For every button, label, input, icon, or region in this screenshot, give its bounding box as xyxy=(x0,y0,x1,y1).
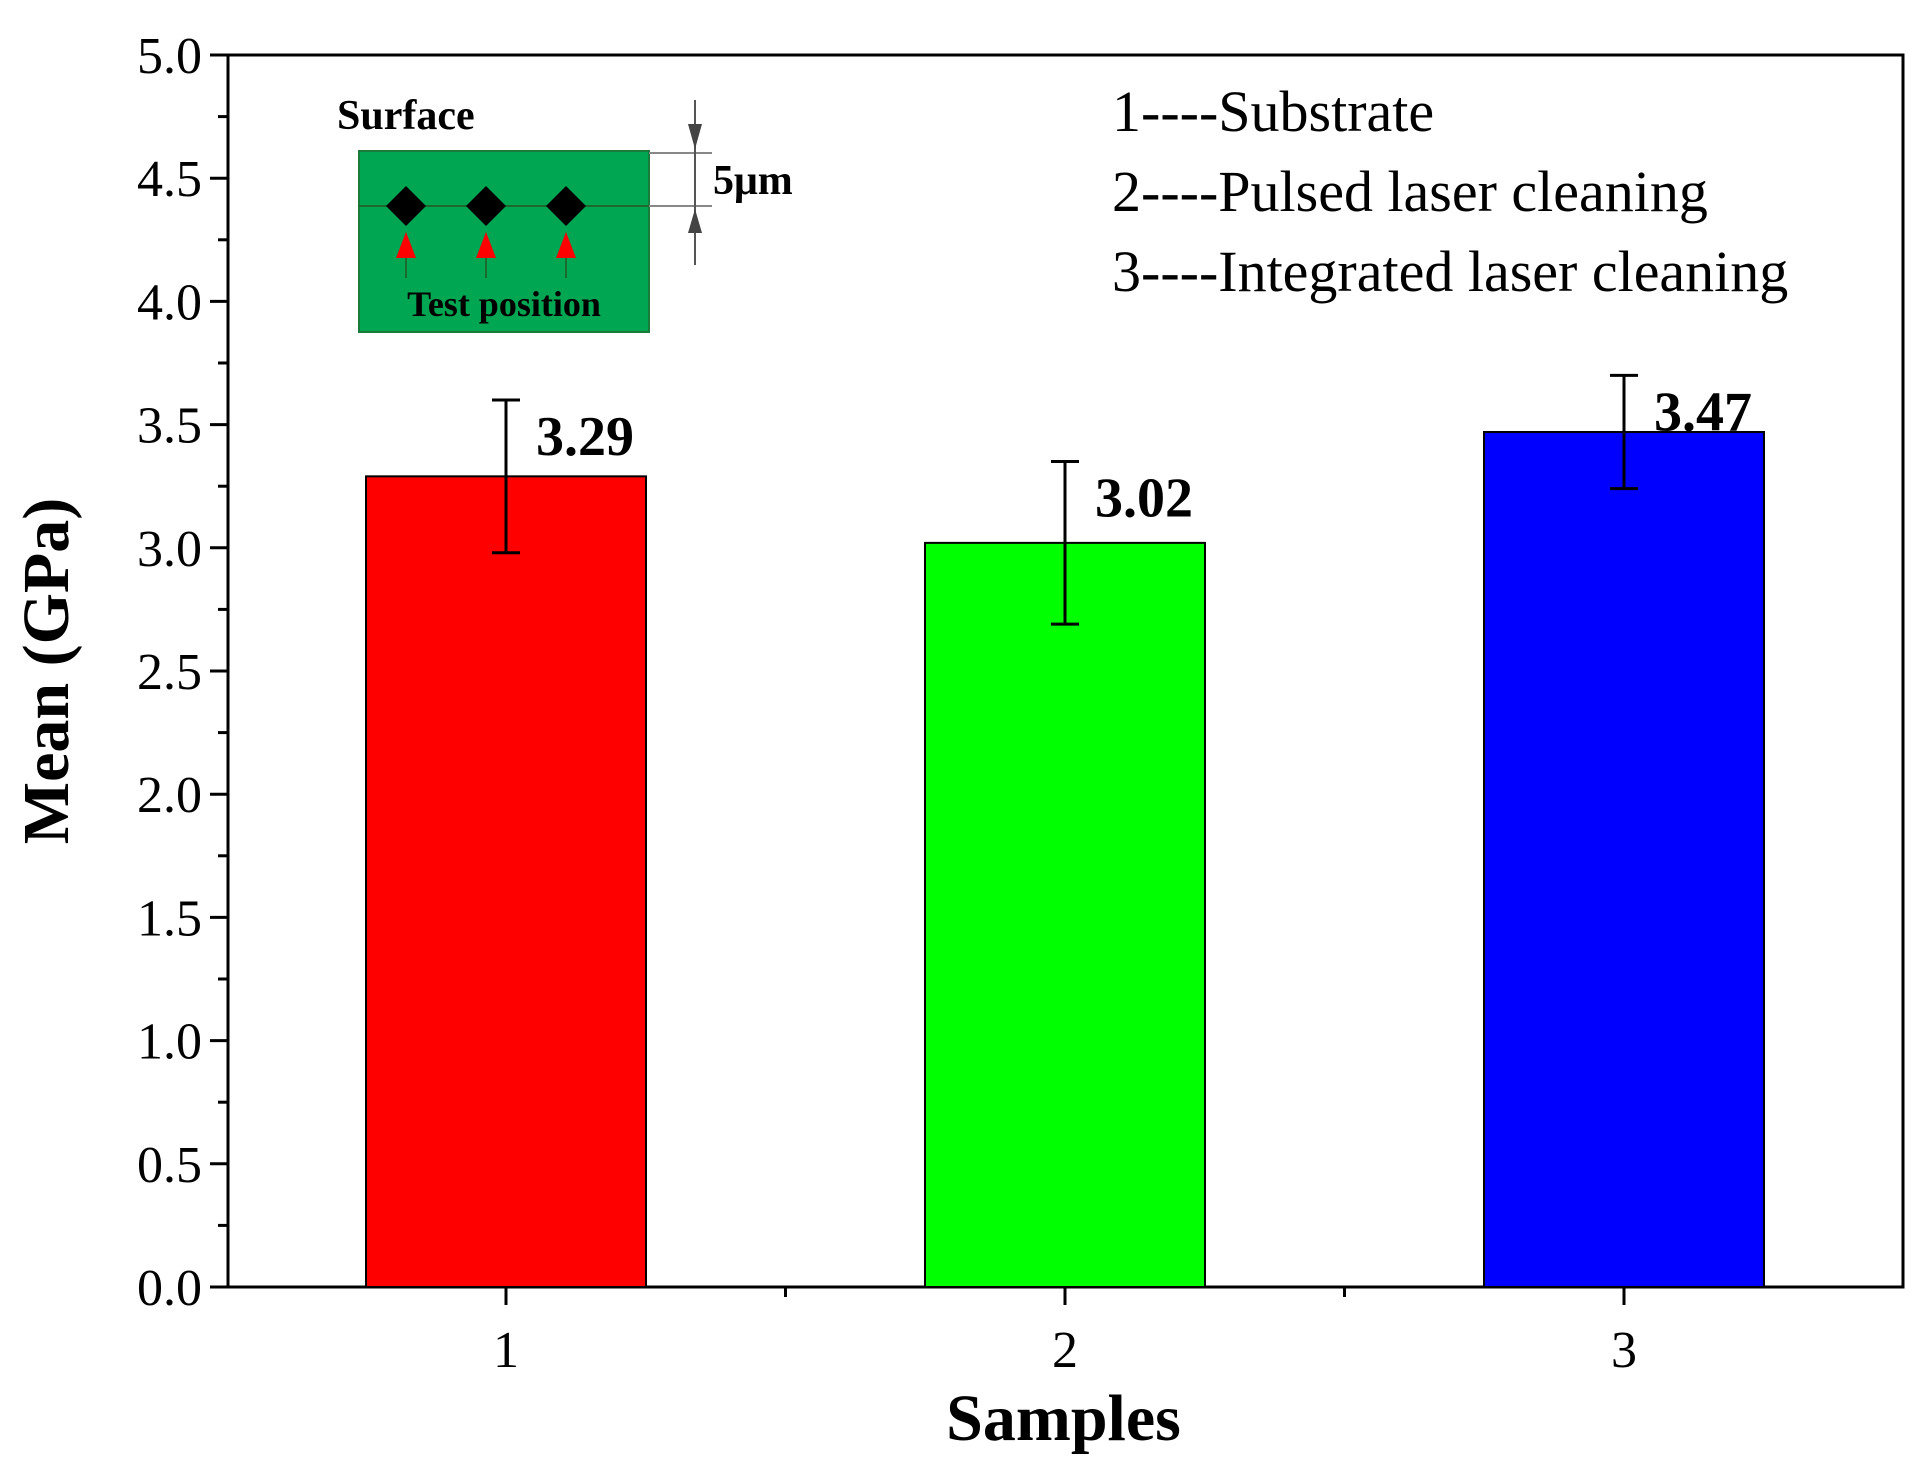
inset-test-position-label: Test position xyxy=(407,284,601,324)
test-point-marker-icon xyxy=(466,186,506,226)
data-label-sample-2: 3.02 xyxy=(1095,468,1193,530)
y-tick-label: 0.0 xyxy=(137,1260,202,1317)
legend-entry-1: 1----Substrate xyxy=(1112,79,1434,144)
x-tick-label: 1 xyxy=(493,1322,519,1379)
error-bars xyxy=(492,373,1638,626)
legend-entry-3: 3----Integrated laser cleaning xyxy=(1112,239,1788,304)
bar-sample-1 xyxy=(365,475,647,1288)
y-tick-label: 4.0 xyxy=(137,274,202,331)
x-axis-title: Samples xyxy=(946,1382,1181,1455)
y-axis-ticks xyxy=(210,53,228,1289)
dimension-arrow-down-icon xyxy=(688,124,702,149)
y-axis-title: Mean (GPa) xyxy=(10,498,83,844)
test-point-marker-icon xyxy=(386,186,426,226)
y-tick-label: 1.5 xyxy=(137,890,202,947)
bars xyxy=(365,430,1765,1288)
dimension-arrow-up-icon xyxy=(688,209,702,233)
y-tick-label: 0.5 xyxy=(137,1137,202,1194)
data-label-sample-1: 3.29 xyxy=(536,406,634,468)
y-tick-label: 3.0 xyxy=(137,521,202,578)
y-tick-label: 4.5 xyxy=(137,151,202,208)
data-label-sample-3: 3.47 xyxy=(1654,381,1752,443)
bar-sample-3 xyxy=(1483,430,1765,1288)
inset-surface-label: Surface xyxy=(337,93,475,139)
x-axis-ticks xyxy=(504,1287,1626,1305)
test-point-arrow-icon xyxy=(556,232,576,258)
x-axis-tick-labels: 1 2 3 xyxy=(493,1322,1637,1379)
y-tick-label: 2.0 xyxy=(137,767,202,824)
bar-sample-2 xyxy=(924,541,1206,1288)
y-tick-label: 2.5 xyxy=(137,644,202,701)
y-tick-label: 3.5 xyxy=(137,398,202,455)
inset-depth-label: 5μm xyxy=(713,158,793,204)
test-point-marker-icon xyxy=(546,186,586,226)
inset-markers xyxy=(386,186,586,278)
test-point-arrow-icon xyxy=(396,232,416,258)
legend-entry-2: 2----Pulsed laser cleaning xyxy=(1112,159,1708,224)
legend: 1----Substrate 2----Pulsed laser cleanin… xyxy=(1112,79,1788,304)
inset-schematic: Surface 5μm Test position xyxy=(337,93,793,333)
x-tick-label: 3 xyxy=(1611,1322,1637,1379)
x-tick-label: 2 xyxy=(1052,1322,1078,1379)
data-labels: 3.29 3.02 3.47 xyxy=(536,381,1752,529)
y-tick-label: 5.0 xyxy=(137,28,202,85)
y-axis-tick-labels: 0.0 0.5 1.0 1.5 2.0 2.5 3.0 3.5 4.0 4.5 5.0 xyxy=(137,28,202,1317)
test-point-arrow-icon xyxy=(476,232,496,258)
y-tick-label: 1.0 xyxy=(137,1014,202,1071)
